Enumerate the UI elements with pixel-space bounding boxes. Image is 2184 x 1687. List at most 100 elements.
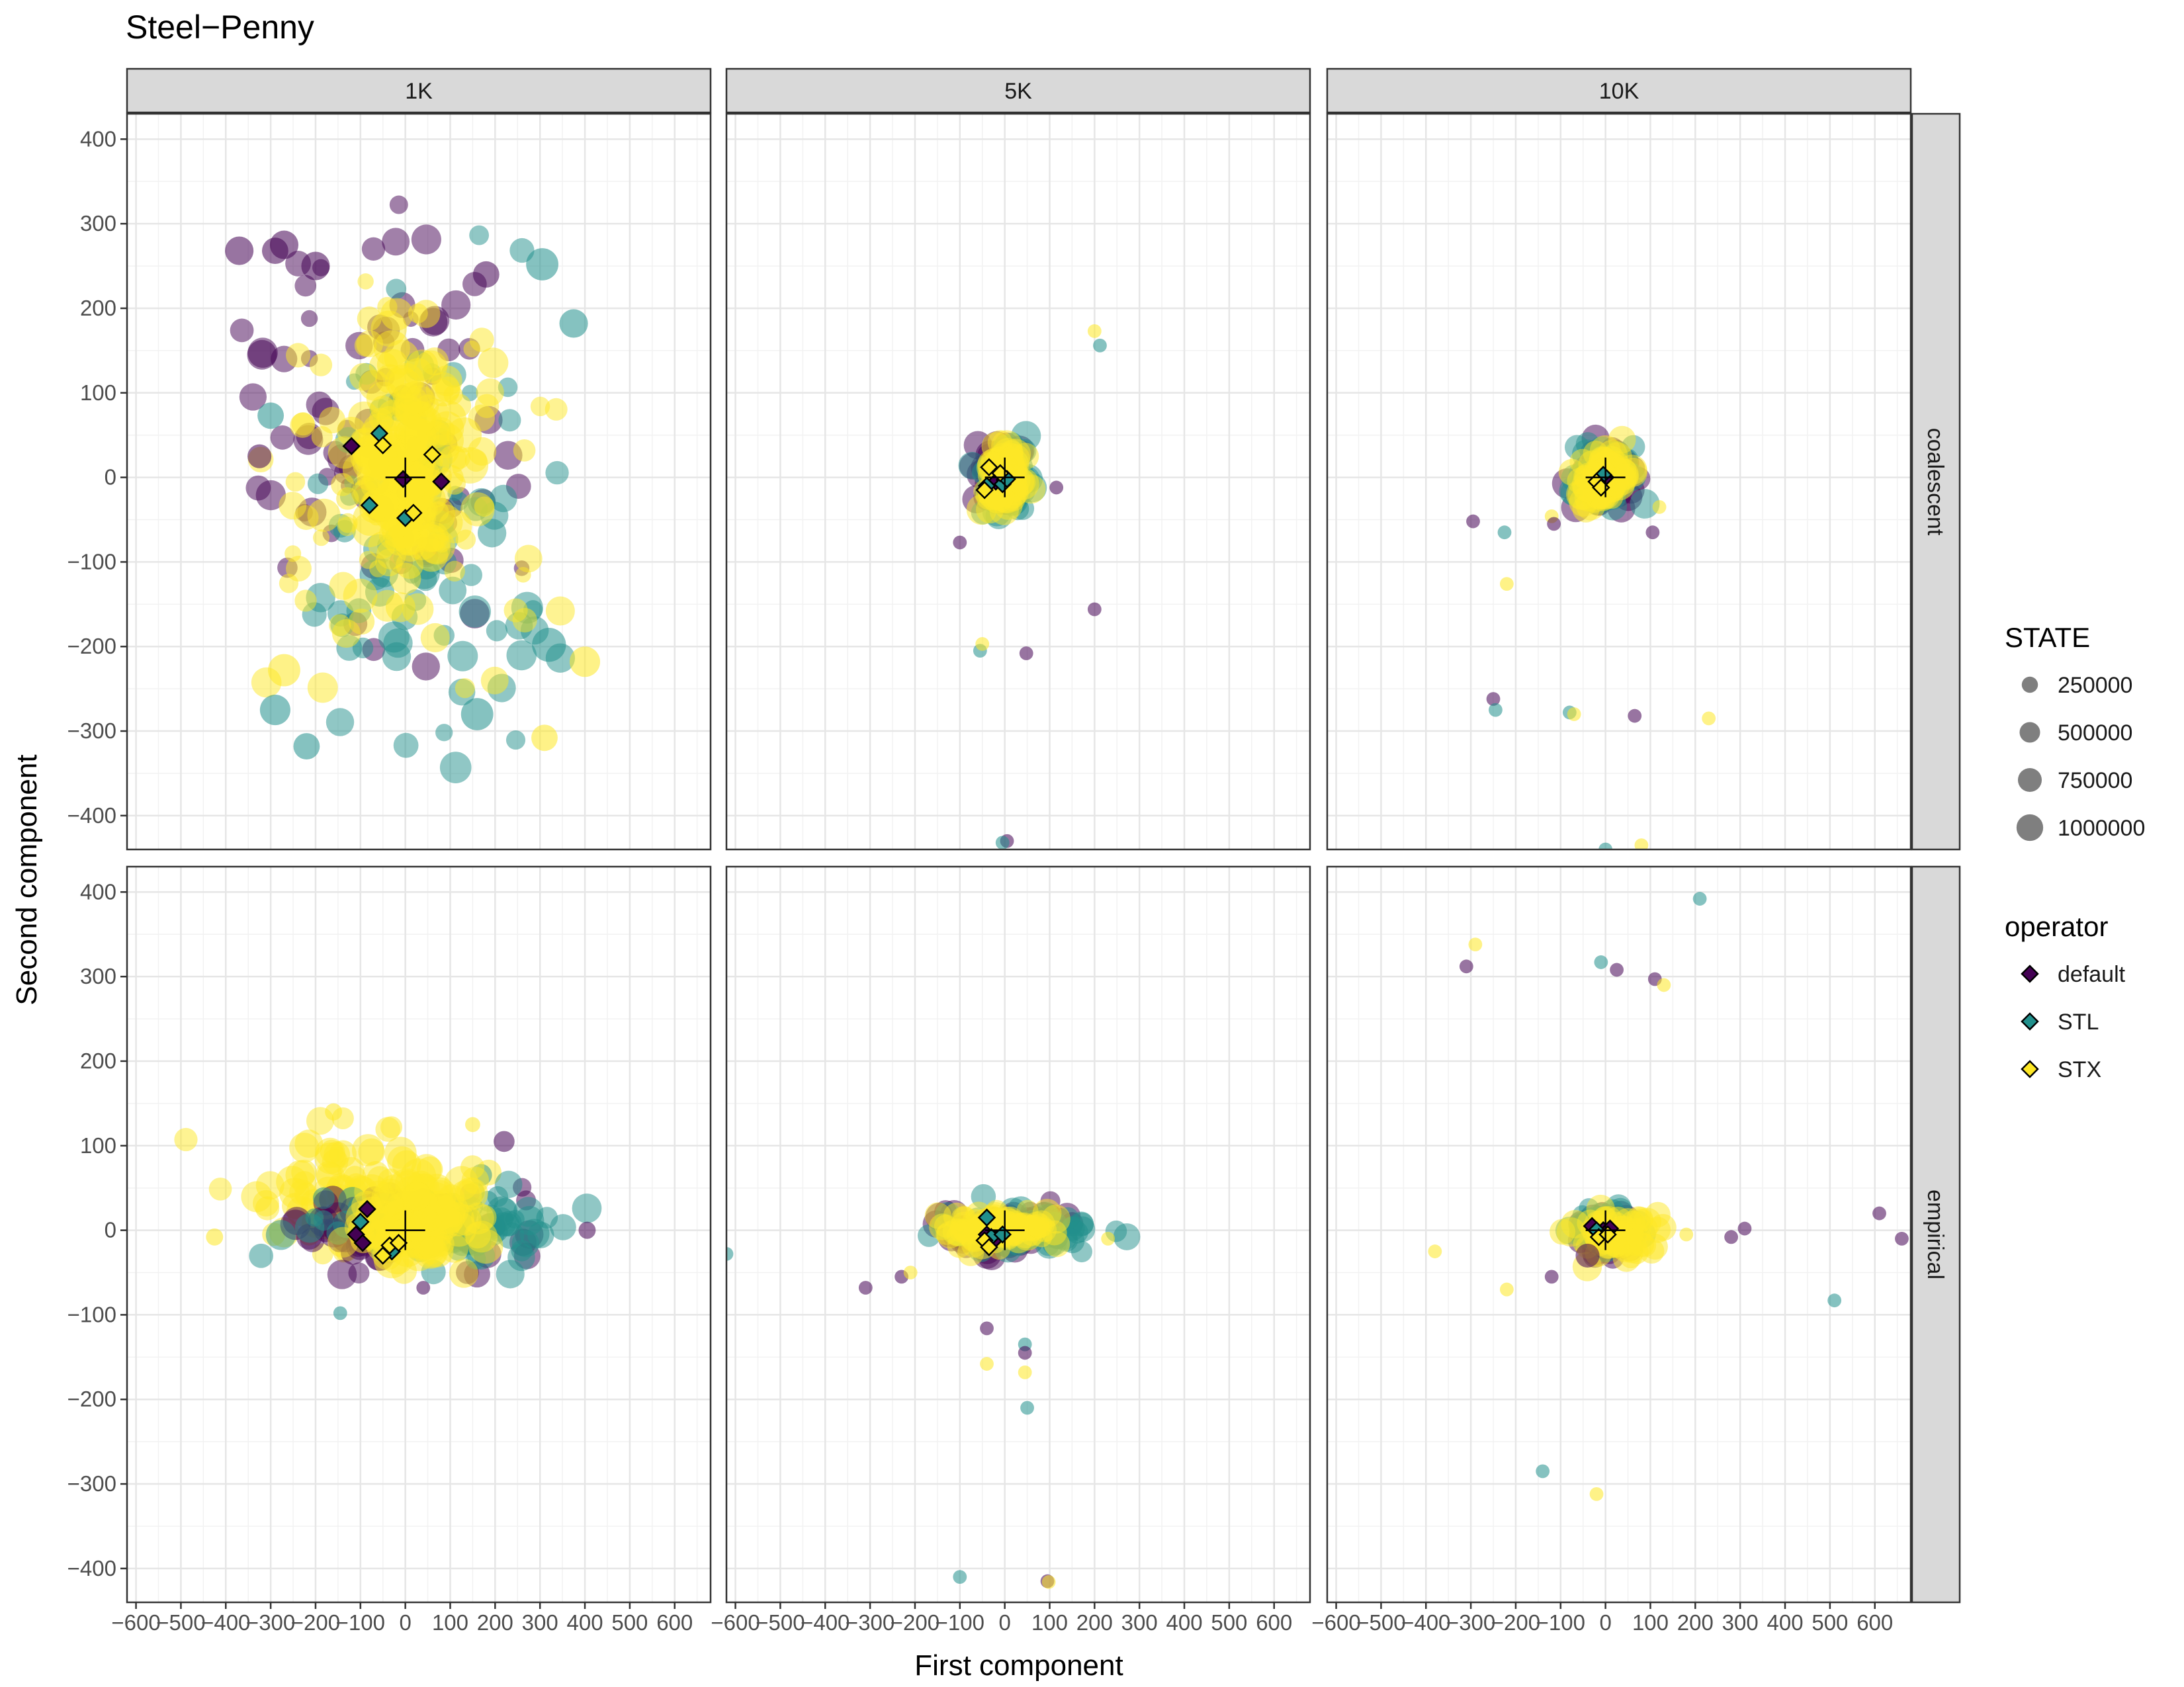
data-point-STX	[402, 593, 434, 625]
x-tick-label: −400	[201, 1610, 250, 1635]
data-point-STL	[498, 409, 521, 432]
x-tick-label: −200	[291, 1610, 340, 1635]
data-point-STX	[924, 1202, 951, 1229]
data-point-STL	[572, 1193, 602, 1223]
size-legend-key	[2021, 676, 2038, 693]
x-tick-label: 400	[566, 1610, 603, 1635]
operator-legend-label: default	[2058, 962, 2126, 987]
data-point-STL	[313, 1210, 334, 1231]
data-point-default	[578, 1221, 596, 1239]
data-point-default	[1087, 602, 1102, 617]
x-tick-label: 500	[1211, 1610, 1247, 1635]
y-tick-label: 400	[80, 126, 116, 151]
x-tick-label: 400	[1166, 1610, 1202, 1635]
centroid-STL	[351, 1213, 370, 1231]
data-point-STX	[480, 666, 509, 695]
centroid-STX	[373, 1246, 392, 1265]
size-legend-key	[2017, 767, 2042, 793]
data-point-STL	[439, 576, 467, 605]
panel-empirical-10K	[1326, 865, 1912, 1604]
x-tick-label: 100	[1031, 1610, 1068, 1635]
y-tick-label: −100	[67, 1302, 116, 1326]
y-tick-label: −200	[67, 1387, 116, 1411]
panel-empirical-1K	[126, 865, 712, 1604]
data-point-STX	[402, 1181, 431, 1211]
data-point-STX	[291, 411, 315, 436]
data-point-STX	[420, 623, 450, 652]
data-point-STX	[428, 423, 464, 458]
row-strip-label-coalescent: coalescent	[1923, 428, 1948, 536]
data-point-STX	[1428, 1244, 1442, 1258]
data-point-STX	[1024, 1211, 1049, 1237]
data-point-STL	[460, 564, 482, 586]
data-point-STX	[294, 589, 317, 612]
data-point-default	[1575, 1243, 1600, 1268]
data-point-default	[1895, 1231, 1909, 1246]
x-tick-label: −300	[846, 1610, 895, 1635]
data-point-default	[953, 535, 967, 550]
x-tick-label: −500	[1356, 1610, 1405, 1635]
y-tick-label: 200	[80, 1049, 116, 1073]
col-strip-label-5K: 5K	[1004, 79, 1032, 104]
data-point-STX	[569, 646, 601, 677]
data-point-STX	[444, 560, 465, 582]
data-point-STX	[1550, 1219, 1576, 1245]
x-tick-label: 200	[1677, 1610, 1714, 1635]
data-point-STL	[1489, 703, 1503, 717]
chart-title: Steel−Penny	[126, 9, 314, 46]
data-point-STX	[1468, 937, 1483, 951]
centroid-default	[394, 470, 413, 488]
x-tick-label: −600	[111, 1610, 160, 1635]
centroid-default	[342, 437, 361, 456]
data-point-STX	[1000, 444, 1030, 474]
data-point-STX	[369, 351, 398, 381]
y-tick-label: −400	[67, 1556, 116, 1580]
data-point-STL	[1020, 1401, 1034, 1415]
data-point-default	[301, 251, 330, 281]
data-point-STX	[449, 1258, 479, 1288]
data-point-STX	[380, 298, 414, 331]
y-tick-label: −100	[67, 549, 116, 574]
panel-border	[1326, 112, 1912, 851]
data-point-STX	[329, 614, 351, 636]
data-point-default	[441, 290, 471, 320]
data-point-STX	[1041, 1575, 1056, 1589]
x-tick-label: 500	[1812, 1610, 1848, 1635]
y-axis-ticks: 400 300 200 100 0 −100 −200 −300 −400 400 300 200 10…	[67, 126, 127, 1580]
data-point-STX	[1499, 577, 1514, 591]
data-point-default	[1645, 525, 1660, 540]
x-tick-label: 500	[611, 1610, 648, 1635]
data-point-STL	[378, 621, 410, 653]
data-point-default	[239, 383, 267, 411]
data-point-STX	[470, 1204, 497, 1231]
y-tick-label: 200	[80, 296, 116, 320]
data-point-STX	[352, 511, 388, 548]
x-tick-label: −600	[1311, 1610, 1360, 1635]
data-point-default	[1737, 1221, 1752, 1236]
panel-coalescent-10K	[1326, 112, 1912, 851]
centroid-STX	[373, 436, 392, 454]
panel-border	[1326, 865, 1912, 1604]
data-point-STL	[386, 279, 407, 300]
operator-legend-title: operator	[2005, 911, 2108, 942]
data-point-STX	[357, 273, 374, 290]
data-point-STX	[514, 544, 543, 573]
data-point-default	[980, 1321, 994, 1336]
data-point-STX	[380, 1116, 403, 1139]
centroid-default	[353, 1234, 372, 1252]
x-tick-label: 400	[1767, 1610, 1803, 1635]
data-point-STL	[1093, 338, 1107, 353]
data-point-default	[225, 236, 254, 265]
operator-legend-key	[2021, 1060, 2039, 1078]
x-tick-label: 0	[399, 1610, 411, 1635]
data-point-STX	[1499, 1282, 1514, 1297]
data-point-STX	[1679, 1227, 1694, 1242]
data-point-STX	[174, 1127, 198, 1152]
data-point-STL	[1630, 489, 1660, 519]
facet-panels: 1K 5K 10K coalescent empirical	[126, 67, 1961, 1604]
data-point-STX	[399, 380, 433, 414]
data-point-STL	[506, 640, 537, 671]
y-tick-label: 0	[105, 465, 116, 490]
data-point-STL	[953, 1570, 967, 1584]
